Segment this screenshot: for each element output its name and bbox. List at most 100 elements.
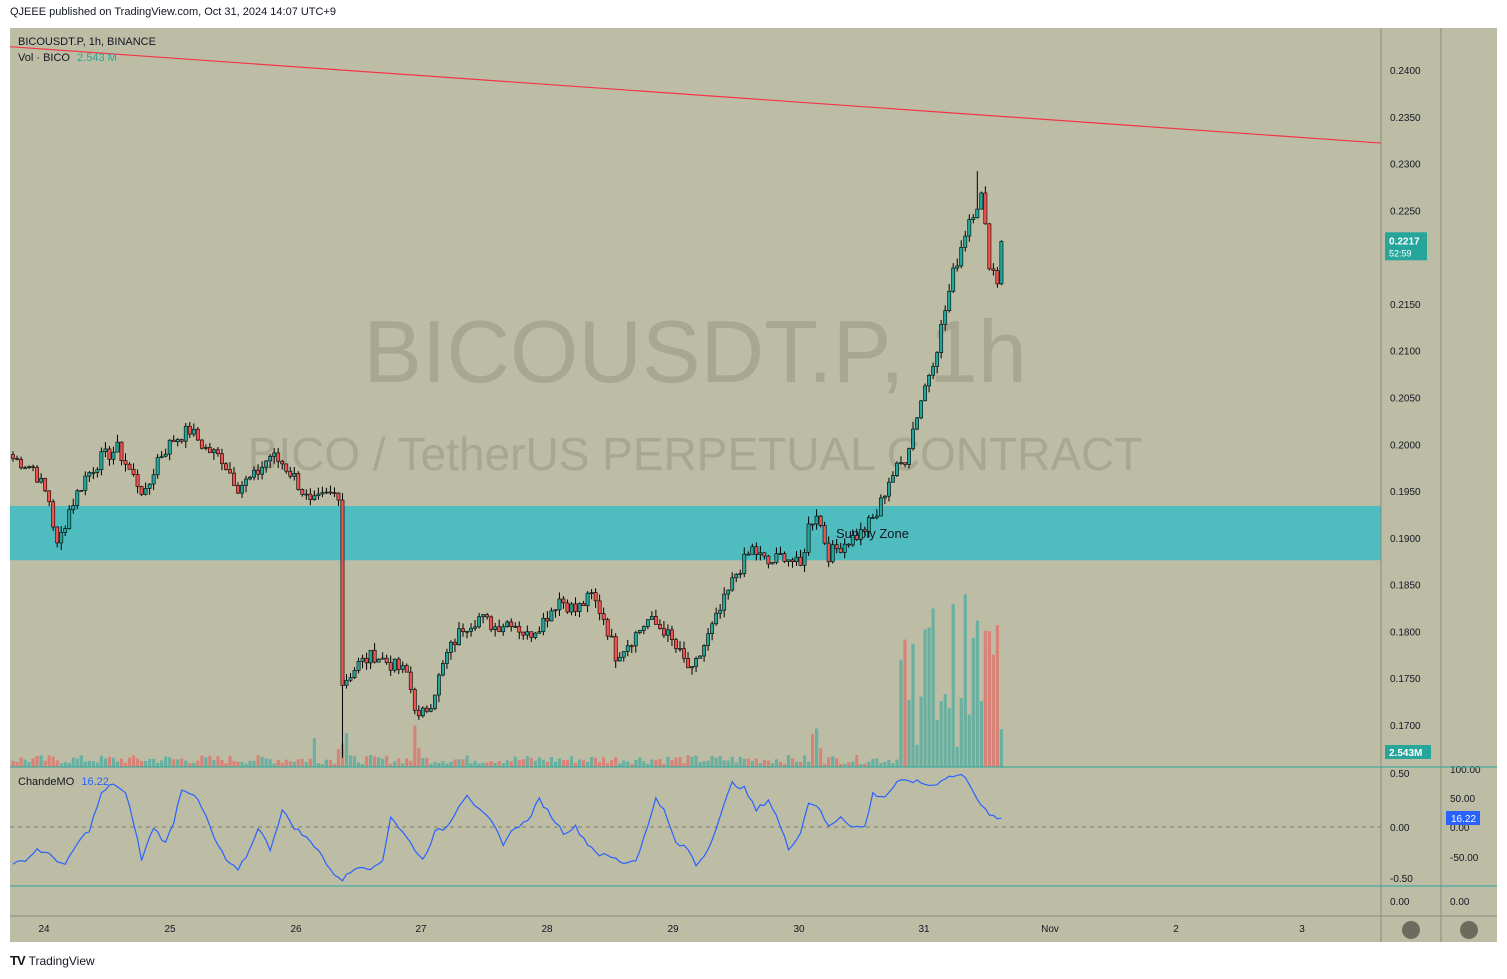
candle[interactable] <box>621 651 626 662</box>
candle[interactable] <box>874 509 879 520</box>
candle[interactable] <box>212 448 216 460</box>
candle[interactable] <box>633 630 638 653</box>
candle[interactable] <box>296 471 301 491</box>
candle[interactable] <box>91 467 96 480</box>
candle[interactable] <box>424 705 429 714</box>
candle[interactable] <box>469 623 473 637</box>
candle[interactable] <box>858 522 863 546</box>
candle[interactable] <box>473 619 477 631</box>
candle[interactable] <box>384 654 389 665</box>
candle[interactable] <box>19 456 23 470</box>
candle[interactable] <box>553 609 558 618</box>
candle[interactable] <box>887 477 891 502</box>
candle[interactable] <box>432 694 437 711</box>
candle[interactable] <box>445 648 449 669</box>
candle[interactable] <box>147 483 152 495</box>
candle[interactable] <box>842 538 847 559</box>
candle[interactable] <box>818 515 823 528</box>
candle[interactable] <box>838 542 843 554</box>
candle[interactable] <box>481 613 486 624</box>
candle[interactable] <box>959 240 964 269</box>
candle[interactable] <box>878 494 883 517</box>
candle[interactable] <box>923 383 927 402</box>
symbol-legend[interactable]: BICOUSDT.P, 1h, BINANCE Vol · BICO 2.543… <box>18 36 156 64</box>
candle[interactable] <box>368 649 373 670</box>
candle[interactable] <box>810 523 815 531</box>
candle[interactable] <box>489 615 494 633</box>
candle[interactable] <box>593 588 598 608</box>
candle[interactable] <box>240 481 244 498</box>
candle[interactable] <box>87 471 92 483</box>
candle[interactable] <box>284 463 289 474</box>
candle[interactable] <box>641 625 646 635</box>
candle[interactable] <box>376 658 381 663</box>
candle[interactable] <box>416 705 421 720</box>
candle[interactable] <box>83 471 88 496</box>
candle[interactable] <box>191 423 196 437</box>
candle[interactable] <box>537 626 542 634</box>
candle[interactable] <box>356 657 361 674</box>
supply-zone-rect[interactable] <box>10 506 1381 561</box>
candle[interactable] <box>903 462 907 468</box>
settings-circle-icon[interactable] <box>1402 921 1420 939</box>
candle[interactable] <box>119 441 124 466</box>
candle[interactable] <box>589 588 594 600</box>
candle[interactable] <box>135 469 140 494</box>
candle[interactable] <box>987 223 992 271</box>
candle[interactable] <box>268 454 273 468</box>
candle[interactable] <box>304 489 309 500</box>
candle[interactable] <box>324 487 329 495</box>
candle[interactable] <box>557 592 562 617</box>
candle[interactable] <box>352 667 357 680</box>
candle[interactable] <box>155 454 160 479</box>
candle[interactable] <box>955 258 960 272</box>
candle[interactable] <box>569 602 574 616</box>
candle[interactable] <box>505 620 510 628</box>
candle[interactable] <box>260 461 265 480</box>
candle[interactable] <box>95 467 100 478</box>
candle[interactable] <box>151 468 156 491</box>
candle[interactable] <box>850 529 855 547</box>
candle[interactable] <box>802 548 807 573</box>
candle[interactable] <box>846 543 851 548</box>
candle[interactable] <box>220 448 224 471</box>
candle[interactable] <box>517 621 522 640</box>
candle[interactable] <box>400 661 405 674</box>
candle[interactable] <box>931 362 936 380</box>
candle[interactable] <box>224 462 228 471</box>
candle[interactable] <box>420 706 425 718</box>
candle[interactable] <box>248 475 252 481</box>
candle[interactable] <box>457 621 461 646</box>
candle[interactable] <box>533 632 538 640</box>
candle[interactable] <box>722 587 727 618</box>
candle[interactable] <box>782 551 787 563</box>
candle[interactable] <box>573 597 578 617</box>
candle[interactable] <box>493 622 498 637</box>
candle[interactable] <box>670 625 674 647</box>
candle[interactable] <box>935 351 940 374</box>
candle[interactable] <box>228 462 232 474</box>
candle[interactable] <box>762 552 767 560</box>
candle[interactable] <box>983 186 988 225</box>
candle[interactable] <box>601 607 606 626</box>
candle[interactable] <box>396 656 401 675</box>
candle[interactable] <box>625 639 630 657</box>
candle[interactable] <box>195 426 200 441</box>
candle[interactable] <box>674 637 678 653</box>
candle[interactable] <box>822 521 827 546</box>
candle[interactable] <box>264 460 269 473</box>
candle[interactable] <box>714 607 719 626</box>
candle[interactable] <box>404 663 409 673</box>
candle[interactable] <box>758 545 763 561</box>
candle[interactable] <box>629 644 634 654</box>
candle[interactable] <box>963 230 968 252</box>
candle[interactable] <box>927 373 932 393</box>
candle[interactable] <box>613 633 618 668</box>
candle[interactable] <box>899 456 903 466</box>
settings-circle-icon-2[interactable] <box>1460 921 1478 939</box>
candle[interactable] <box>143 482 148 496</box>
candle[interactable] <box>891 471 895 483</box>
candle[interactable] <box>203 444 208 451</box>
candle[interactable] <box>690 666 694 675</box>
candle[interactable] <box>320 486 325 498</box>
